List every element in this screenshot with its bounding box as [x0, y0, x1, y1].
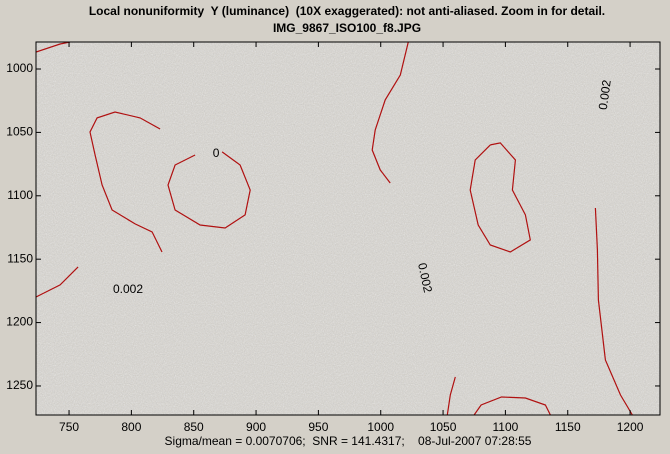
contour-line [594, 207, 633, 415]
y-tick-label: 1050 [6, 125, 33, 139]
plot-background [36, 42, 660, 415]
contour-line [36, 42, 71, 53]
contour-line [469, 142, 531, 253]
x-tick-label: 750 [59, 420, 79, 434]
y-tick-label: 1250 [6, 378, 33, 392]
x-tick-label: 1200 [617, 420, 644, 434]
y-tick-label: 1200 [6, 315, 33, 329]
x-tick-label: 1150 [555, 420, 581, 434]
plot-area: 0 0.002 0.002 0.002 [36, 42, 633, 415]
contour-line [446, 376, 456, 415]
y-tick-label: 1000 [6, 61, 33, 75]
chart-subtitle: IMG_9867_ISO100_f8.JPG [273, 21, 421, 35]
x-tick-label: 950 [308, 420, 328, 434]
contour-line [371, 42, 409, 184]
contour-line [89, 111, 163, 253]
x-tick-label: 1050 [430, 420, 457, 434]
x-tick-label: 1000 [367, 420, 394, 434]
chart-title: Local nonuniformity Y (luminance) (10X e… [89, 4, 605, 18]
plot-frame [35, 41, 661, 416]
contour-label: 0.002 [415, 262, 435, 295]
x-axis-label: Sigma/mean = 0.0070706; SNR = 141.4317; … [165, 434, 532, 448]
contour-label: 0 [213, 146, 220, 160]
contour-label: 0.002 [113, 282, 143, 296]
contour-line [473, 396, 551, 415]
contour-label: 0.002 [596, 79, 614, 111]
x-tick-label: 850 [184, 420, 204, 434]
x-tick-label: 800 [121, 420, 141, 434]
y-tick-label: 1150 [7, 251, 33, 265]
x-tick-label: 900 [246, 420, 266, 434]
y-tick-label: 1100 [7, 188, 33, 202]
contour-line [36, 266, 79, 298]
x-tick-label: 1100 [492, 420, 518, 434]
contour-line [167, 151, 251, 229]
